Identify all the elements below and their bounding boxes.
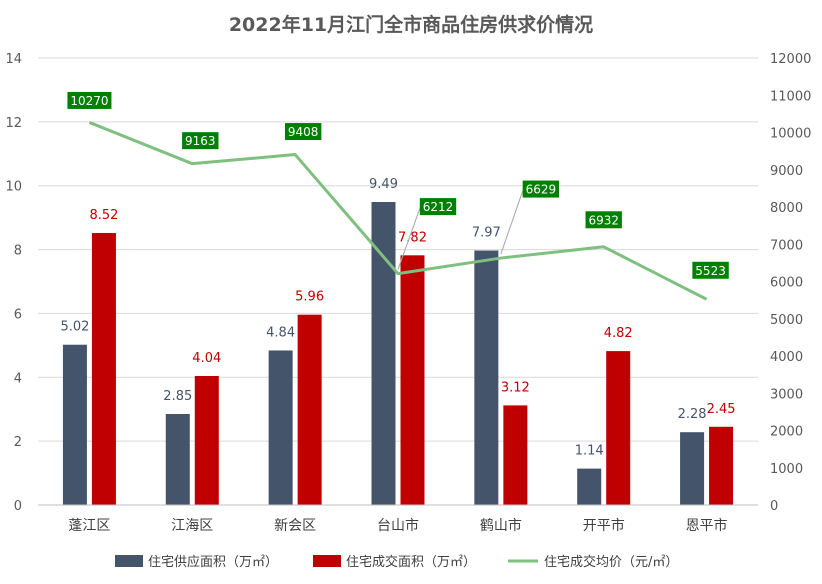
price-label-box: [585, 211, 622, 229]
price-data-label: 6629: [526, 183, 557, 197]
legend-swatch-supply: [115, 555, 143, 567]
right-tick-label: 1000: [770, 462, 803, 477]
left-tick-label: 6: [14, 307, 22, 322]
left-tick-label: 12: [5, 116, 22, 131]
category-label: 恩平市: [686, 517, 728, 534]
right-tick-label: 12000: [770, 52, 811, 67]
price-label-leader: [500, 190, 524, 255]
right-tick-label: 10000: [770, 127, 811, 142]
right-tick-label: 5000: [770, 313, 803, 328]
category-label: 鹤山市: [480, 517, 522, 534]
left-tick-label: 14: [5, 52, 22, 67]
right-tick-label: 11000: [770, 89, 811, 104]
price-labels: 10270 9163 9408 6212 6629 6932 5523: [67, 91, 729, 279]
right-tick-label: 2000: [770, 425, 803, 440]
sales-data-label: 4.82: [604, 326, 633, 341]
price-data-label: 6932: [588, 213, 619, 227]
sales-bar: [503, 405, 528, 505]
price-data-label: 6212: [423, 200, 454, 214]
right-tick-label: 3000: [770, 387, 803, 402]
category-label: 新会区: [274, 518, 316, 534]
supply-bar: [371, 201, 396, 505]
supply-data-label: 9.49: [369, 177, 398, 192]
supply-bar: [62, 344, 87, 505]
price-label-box: [522, 180, 560, 198]
price-label-leader: [397, 208, 421, 270]
sales-data-label: 2.45: [707, 402, 736, 417]
sales-data-label: 5.96: [295, 290, 324, 305]
sales-bar: [606, 351, 631, 505]
sales-data-label: 7.82: [398, 230, 427, 245]
category-label: 开平市: [583, 517, 625, 534]
sales-bar: [400, 255, 425, 505]
left-tick-label: 2: [14, 435, 22, 450]
price-label-box: [419, 198, 457, 216]
bars: [62, 201, 734, 505]
sales-bar: [194, 376, 219, 505]
gridlines: [38, 57, 758, 506]
price-label-box: [182, 132, 219, 150]
supply-data-label: 5.02: [60, 320, 89, 335]
supply-data-label: 2.85: [163, 389, 192, 404]
legend: 住宅供应面积（万㎡） 住宅成交面积（万㎡） 住宅成交均价（元/㎡）: [115, 554, 678, 570]
supply-bar: [165, 414, 190, 505]
supply-bar: [474, 250, 499, 505]
chart-title: 2022年11月江门全市商品住房供求价情况: [229, 13, 593, 36]
supply-bar: [680, 432, 705, 505]
sales-data-label: 8.52: [89, 208, 118, 223]
right-tick-label: 6000: [770, 276, 803, 291]
supply-bar: [577, 468, 602, 505]
right-tick-label: 9000: [770, 164, 803, 179]
sales-bar: [297, 314, 322, 505]
category-label: 台山市: [377, 517, 419, 534]
left-tick-label: 0: [14, 499, 22, 514]
sales-data-label: 3.12: [501, 380, 530, 395]
legend-label-sales: 住宅成交面积（万㎡）: [346, 554, 476, 570]
supply-data-label: 1.14: [575, 444, 604, 459]
price-line: [88, 121, 708, 301]
legend-swatch-sales: [313, 555, 341, 567]
sales-bar: [91, 232, 116, 505]
price-data-label: 5523: [695, 264, 726, 278]
price-label-box: [692, 261, 729, 279]
price-data-label: 10270: [70, 94, 108, 108]
supply-data-label: 7.97: [472, 226, 501, 241]
price-label-box: [67, 91, 112, 109]
bar-labels: 5.02 8.52 2.85 4.04 4.84 5.96 9.49 7.82 7.97 3.12…: [60, 177, 735, 459]
left-tick-label: 4: [14, 371, 22, 386]
legend-label-price: 住宅成交均价（元/㎡）: [544, 554, 678, 570]
sales-bar: [709, 426, 734, 505]
right-tick-label: 7000: [770, 238, 803, 253]
left-axis: 0 2 4 6 8 10 12 14: [5, 52, 22, 514]
left-tick-label: 10: [5, 180, 22, 195]
supply-data-label: 4.84: [266, 325, 295, 340]
supply-data-label: 2.28: [678, 407, 707, 422]
category-label: 江海区: [171, 518, 213, 534]
right-axis: 0 1000 2000 3000 4000 5000 6000 7000 8000 9000 100…: [770, 52, 811, 514]
x-axis: 蓬江区 江海区 新会区 台山市 鹤山市 开平市 恩平市: [38, 504, 758, 534]
right-tick-label: 4000: [770, 350, 803, 365]
legend-label-supply: 住宅供应面积（万㎡）: [148, 554, 278, 570]
category-label: 蓬江区: [68, 518, 110, 534]
left-tick-label: 8: [14, 244, 22, 259]
price-label-box: [284, 123, 322, 141]
right-tick-label: 8000: [770, 201, 803, 216]
sales-data-label: 4.04: [192, 351, 221, 366]
price-data-label: 9408: [288, 125, 319, 139]
right-tick-label: 0: [770, 499, 778, 514]
price-series-line: [88, 121, 708, 301]
price-data-label: 9163: [185, 134, 216, 148]
supply-bar: [268, 350, 293, 505]
